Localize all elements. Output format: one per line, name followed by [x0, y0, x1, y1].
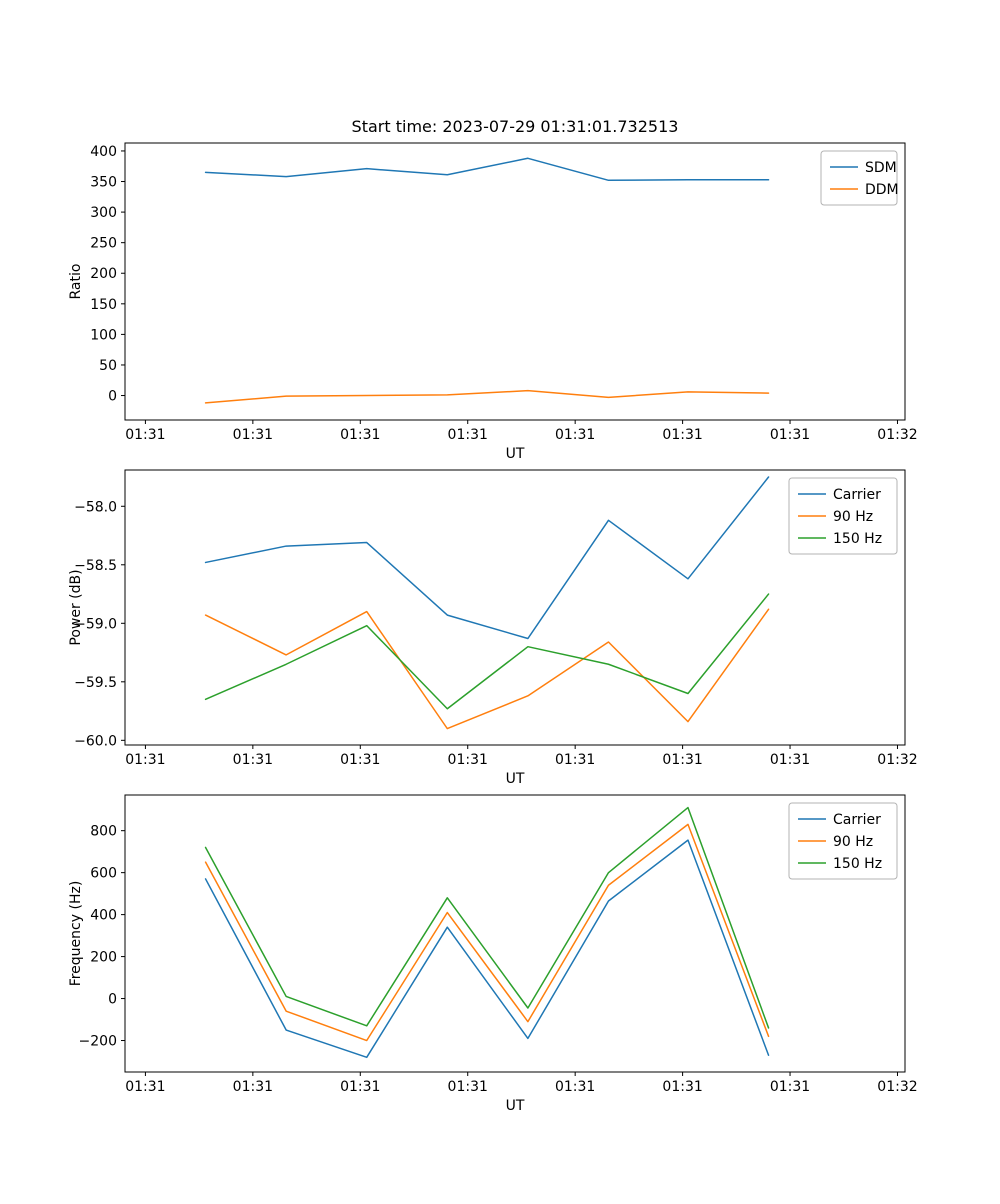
legend-label: 90 Hz [833, 509, 873, 525]
x-tick-label: 01:31 [662, 752, 702, 768]
x-tick-label: 01:31 [448, 427, 488, 443]
legend-frame [820, 150, 898, 206]
y-tick-label: 200 [90, 950, 117, 966]
chart-title: Start time: 2023-07-29 01:31:01.732513 [352, 117, 679, 136]
y-axis-label: Power (dB) [68, 569, 84, 645]
legend-label: Carrier [833, 812, 881, 828]
legend: Carrier 90 Hz 150 Hz [788, 477, 898, 555]
x-tick-label: 01:31 [233, 752, 273, 768]
x-tick-label: 01:32 [877, 427, 917, 443]
legend-label: 150 Hz [833, 531, 882, 547]
y-tick-label: 400 [90, 144, 117, 160]
x-axis-label: UT [506, 446, 525, 462]
x-tick-label: 01:31 [555, 1079, 595, 1095]
y-tick-label: −59.5 [74, 675, 117, 691]
legend-label: 150 Hz [833, 856, 882, 872]
x-tick-label: 01:31 [770, 427, 810, 443]
x-tick-label: 01:32 [877, 1079, 917, 1095]
y-tick-label: 150 [90, 297, 117, 313]
y-tick-label: 300 [90, 205, 117, 221]
x-tick-label: 01:31 [340, 1079, 380, 1095]
subplot-1: 01:31 01:31 01:31 01:31 01:31 01:31 01:31 01:32… [68, 117, 918, 462]
y-tick-label: −58.5 [74, 558, 117, 574]
x-tick-label: 01:31 [448, 752, 488, 768]
x-tick-label: 01:31 [340, 427, 380, 443]
legend-label: SDM [865, 160, 897, 176]
series-line-ddm [204, 389, 770, 404]
x-tick-label: 01:31 [125, 427, 165, 443]
x-tick-label: 01:31 [662, 427, 702, 443]
y-tick-label: 0 [108, 389, 117, 405]
x-tick-label: 01:31 [555, 752, 595, 768]
y-tick-label: 100 [90, 327, 117, 343]
x-tick-label: 01:31 [662, 1079, 702, 1095]
x-tick-label: 01:31 [125, 1079, 165, 1095]
y-axis-label: Frequency (Hz) [68, 881, 84, 987]
legend-frame [788, 802, 898, 880]
y-tick-label: 250 [90, 236, 117, 252]
legend-label: DDM [865, 182, 899, 198]
y-tick-label: 0 [108, 992, 117, 1008]
y-tick-label: −200 [79, 1034, 117, 1050]
x-axis-label: UT [506, 771, 525, 787]
legend-label: Carrier [833, 487, 881, 503]
y-tick-label: −59.0 [74, 616, 117, 632]
y-tick-label: 400 [90, 908, 117, 924]
x-tick-label: 01:31 [340, 752, 380, 768]
y-tick-label: −58.0 [74, 499, 117, 515]
series-line-sdm [204, 157, 770, 182]
x-tick-label: 01:31 [125, 752, 165, 768]
x-tick-label: 01:31 [448, 1079, 488, 1095]
series-line-90-hz [204, 823, 770, 1042]
subplot-3: 01:31 01:31 01:31 01:31 01:31 01:31 01:31 01:32… [68, 794, 918, 1114]
y-tick-label: 800 [90, 824, 117, 840]
y-tick-label: 600 [90, 866, 117, 882]
x-tick-label: 01:31 [770, 1079, 810, 1095]
y-tick-label: 350 [90, 175, 117, 191]
x-tick-label: 01:31 [770, 752, 810, 768]
axes-frame [124, 794, 906, 1073]
y-axis-label: Ratio [68, 264, 84, 300]
axes-frame [124, 469, 906, 746]
y-tick-label: −60.0 [74, 733, 117, 749]
series-line-150-hz [204, 593, 770, 710]
series-line-150-hz [204, 806, 770, 1029]
series-line-90-hz [204, 608, 770, 730]
x-tick-label: 01:31 [233, 427, 273, 443]
legend-frame [788, 477, 898, 555]
series-line-carrier [204, 476, 770, 640]
axes-frame [124, 142, 906, 421]
series-line-carrier [204, 839, 770, 1059]
x-axis-label: UT [506, 1098, 525, 1114]
x-tick-label: 01:31 [555, 427, 595, 443]
legend-label: 90 Hz [833, 834, 873, 850]
legend: SDM DDM [820, 150, 899, 206]
x-tick-label: 01:32 [877, 752, 917, 768]
y-tick-label: 50 [99, 358, 117, 374]
x-tick-label: 01:31 [233, 1079, 273, 1095]
legend: Carrier 90 Hz 150 Hz [788, 802, 898, 880]
y-tick-label: 200 [90, 266, 117, 282]
subplot-2: 01:31 01:31 01:31 01:31 01:31 01:31 01:31 01:32… [68, 469, 918, 787]
